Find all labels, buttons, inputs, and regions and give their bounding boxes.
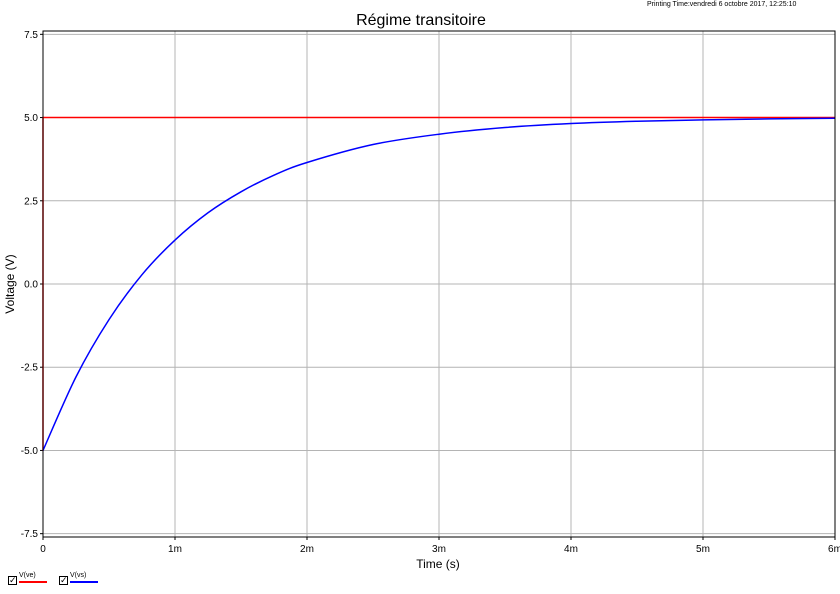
x-tick-label: 1m [168, 544, 182, 555]
series-line-v-vs [42, 117, 836, 451]
legend-item-vs[interactable]: ✓ V(vs) [59, 572, 119, 588]
legend-swatch-ve [19, 581, 47, 583]
legend-label-ve: V(ve) [19, 572, 36, 579]
tick-labels: 0 1m 2m 3m 4m 5m 6m -7.5 -5.0 -2.5 0.0 2.5 5.0 7.5 [21, 30, 840, 555]
printing-time-text: Printing Time:vendredi 6 octobre 2017, 1… [647, 1, 797, 8]
x-tick-label: 5m [696, 544, 710, 555]
check-icon: ✓ [60, 575, 68, 585]
x-tick-label: 3m [432, 544, 446, 555]
x-axis-label: Time (s) [416, 557, 460, 571]
x-tick-label: 6m [828, 544, 840, 555]
legend-label-vs: V(vs) [70, 572, 87, 579]
series-line-v-ve [42, 116, 835, 451]
series [42, 116, 836, 451]
chart-title: Régime transitoire [356, 12, 486, 29]
y-axis-label: Voltage (V) [3, 254, 17, 313]
check-icon: ✓ [9, 575, 17, 585]
y-tick-label: -7.5 [21, 529, 39, 540]
legend-checkbox-vs[interactable]: ✓ [59, 576, 68, 585]
legend-swatch-vs [70, 581, 98, 583]
x-tick-label: 0 [40, 544, 46, 555]
legend-item-ve[interactable]: ✓ V(ve) [8, 572, 68, 588]
y-tick-label: 7.5 [24, 30, 38, 41]
y-tick-label: -5.0 [21, 446, 39, 457]
legend-checkbox-ve[interactable]: ✓ [8, 576, 17, 585]
y-tick-label: 2.5 [24, 196, 38, 207]
plot-area [42, 30, 836, 538]
y-tick-label: 0.0 [24, 280, 38, 291]
y-tick-label: -2.5 [21, 363, 39, 374]
x-tick-label: 4m [564, 544, 578, 555]
x-tick-label: 2m [300, 544, 314, 555]
grid [42, 31, 836, 537]
y-tick-label: 5.0 [24, 113, 38, 124]
legend: ✓ V(ve) ✓ V(vs) [8, 572, 208, 592]
